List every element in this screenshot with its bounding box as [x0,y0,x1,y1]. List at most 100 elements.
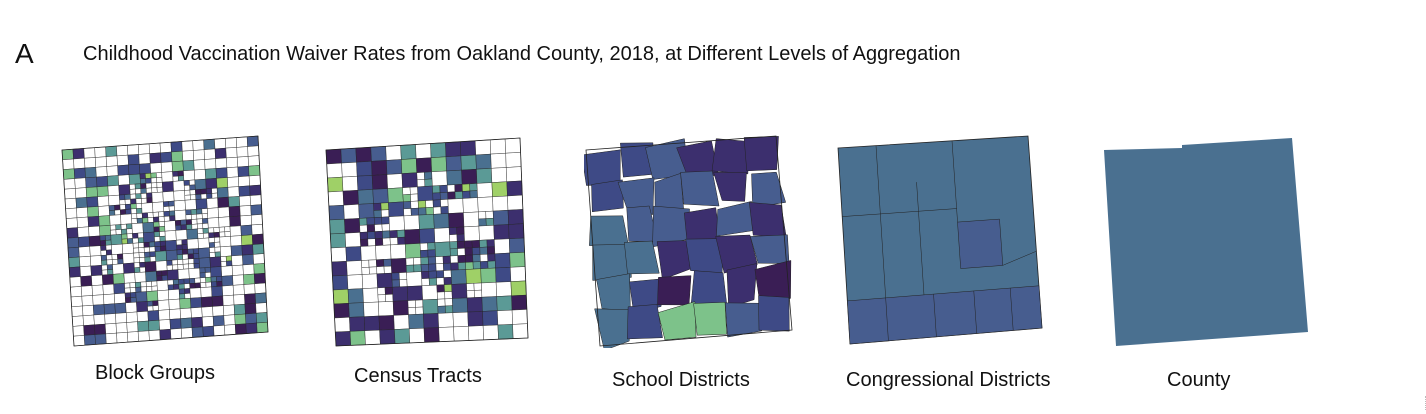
map-region [137,232,144,239]
map-region [447,184,456,193]
map-region [138,242,145,249]
map-region [381,223,390,232]
map-region [188,263,195,270]
map-region [185,219,193,225]
map-region [180,317,193,329]
map-region [211,295,224,307]
map-region [476,182,493,198]
map-region [193,253,200,259]
map-region [425,206,434,215]
map-region [253,263,266,275]
map-region [454,191,464,200]
map-region [101,269,108,276]
map-region [432,192,441,201]
map-region [359,224,368,233]
district-border [973,290,977,334]
map-region [78,246,91,258]
map-region [424,178,433,187]
map-region [196,208,203,215]
map-region [228,205,241,217]
map-region [184,189,191,196]
map-region [211,192,218,199]
map-region [204,168,217,180]
map-region [473,289,483,298]
map-region [355,146,372,163]
map-region [367,231,376,240]
map-region [151,191,164,203]
map-region [184,199,197,211]
map-region [217,196,230,208]
map-region [359,217,368,226]
map-region [142,217,149,224]
map-region [366,217,375,226]
map-region [194,178,207,190]
map-outline [325,137,529,347]
map-region [136,310,149,322]
map-region [495,281,512,297]
map-region [200,188,207,195]
map-region [415,143,432,159]
map-region [72,148,85,160]
map-region [460,140,477,157]
map-region [420,256,429,265]
map-region [94,146,107,158]
map-region [342,175,359,192]
map-region [183,169,196,181]
map-region [205,178,218,190]
map-region [190,297,202,309]
map-region [160,151,173,163]
map-region [148,329,161,341]
map-region [193,262,200,269]
map-region [126,223,133,230]
map-region [161,270,168,276]
map-region [238,185,251,197]
map-region [512,323,529,339]
map-region [220,260,227,267]
map-region [449,248,459,257]
map-region [181,244,188,250]
map-region [134,183,141,190]
map-region [64,188,77,200]
map-region [168,288,180,301]
map-region [105,249,113,256]
map-region [154,246,161,252]
map-region [124,198,131,205]
map-region [246,135,259,147]
map-region [214,241,221,248]
map-region [118,184,131,196]
map-region [423,327,440,343]
map-region [156,177,163,183]
map-region [417,185,434,202]
map-region [143,241,150,248]
map-region [715,234,758,274]
map-region [136,208,143,214]
map-region [443,277,452,285]
map-region [446,169,463,186]
map-region [72,325,85,337]
map-region [202,218,209,224]
map-region [146,286,153,292]
map-region [347,274,364,290]
map-region [165,249,178,261]
map-region [404,229,421,245]
map-region [155,172,163,178]
map-region [389,237,399,246]
map-region [247,155,260,167]
map-region [230,245,243,257]
map-region [122,252,135,264]
map-region [99,235,106,242]
map-region [431,170,448,187]
map-region [482,324,499,341]
map-region [374,238,384,246]
map-region [103,303,116,315]
map-region [409,186,419,195]
map-region [256,321,269,334]
map-region [105,244,112,251]
map-region [95,166,108,178]
map-region [657,301,697,341]
map-region [596,273,631,312]
map-region [589,215,629,247]
map-region [105,332,118,344]
map-region [202,325,215,337]
map-region [100,254,108,261]
